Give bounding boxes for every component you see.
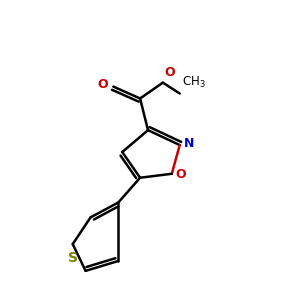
Text: N: N [184,136,194,150]
Text: O: O [98,78,108,91]
Text: O: O [165,66,175,79]
Text: S: S [68,251,78,265]
Text: CH$_3$: CH$_3$ [182,74,206,90]
Text: O: O [176,168,186,181]
